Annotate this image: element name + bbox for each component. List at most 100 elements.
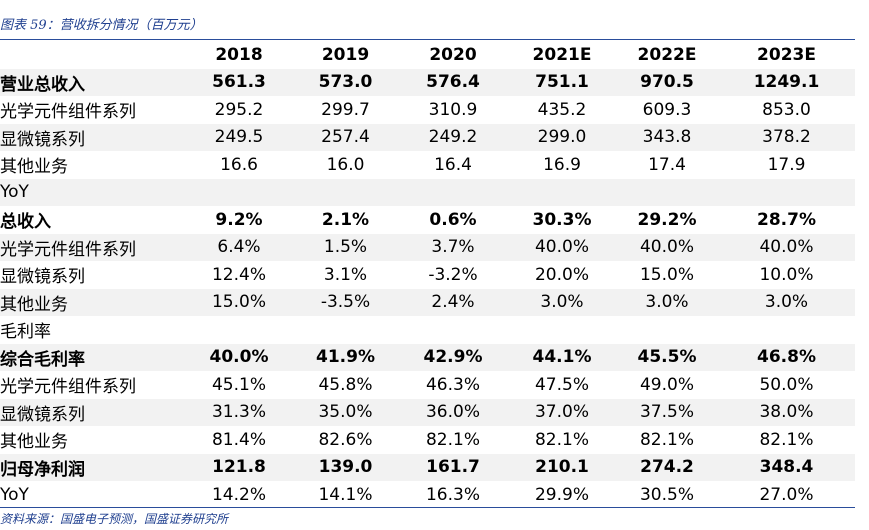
row-value: 210.1 [508,453,616,481]
row-value: 14.2% [211,484,266,505]
row-value: 14.1% [318,484,373,505]
row-label: 光学元件组件系列 [0,233,185,261]
row-value: 257.4 [293,123,398,151]
row-value: 10.0% [759,264,814,285]
row-value: 15.0% [185,288,293,316]
row-value: 81.4% [211,429,266,450]
row-value: 435.2 [537,99,587,120]
row-value: 37.0% [508,398,616,426]
row-label: 显微镜系列 [0,267,85,288]
row-value: 3.1% [323,264,368,285]
row-value: 299.7 [321,99,370,120]
row-value: 16.4 [434,154,472,175]
row-value [718,178,855,206]
row-value: 2.1% [321,209,370,230]
row-value: 3.0% [718,288,855,316]
row-value: 299.0 [508,123,616,151]
row-value: 0.6% [429,209,477,230]
row-label: 归母净利润 [0,453,185,481]
row-value: 3.7% [398,233,508,261]
row-value [718,316,855,344]
row-value: 17.4 [648,154,686,175]
source-note: 资料来源：国盛电子预测，国盛证券研究所 [0,512,229,526]
top-rule [0,39,855,40]
row-value: 343.8 [616,123,718,151]
header-cell-2021e: 2021E [532,44,592,65]
row-value: 45.1% [211,374,266,395]
row-value: 82.1% [534,429,589,450]
row-value: 378.2 [718,123,855,151]
row-value: 30.5% [639,484,694,505]
row-value: 82.1% [759,429,814,450]
row-value: 29.2% [637,209,697,230]
row-value: 121.8 [185,453,293,481]
table-row: 综合毛利率 40.0% 41.9% 42.9% 44.1% 45.5% 46.8% [0,343,855,371]
row-label: 光学元件组件系列 [0,377,136,398]
row-value: 29.9% [534,484,589,505]
row-value [508,316,616,344]
row-value: 27.0% [759,484,814,505]
header-cell-2019: 2019 [321,44,370,65]
header-row: 2018 2019 2020 2021E 2022E 2023E [0,41,855,69]
row-label: YoY [0,178,185,206]
row-value: 310.9 [428,99,478,120]
row-label: 营业总收入 [0,68,185,96]
header-cell-2018: 2018 [215,44,263,65]
row-value: 44.1% [508,343,616,371]
row-value: 249.2 [398,123,508,151]
row-label: 毛利率 [0,322,51,343]
row-value: 16.3% [425,484,480,505]
row-value: 1.5% [293,233,398,261]
row-value: 45.8% [318,374,373,395]
row-value: 38.0% [718,398,855,426]
row-value: 12.4% [211,264,266,285]
row-value [293,178,398,206]
row-value: 970.5 [616,68,718,96]
row-value [616,316,718,344]
row-value: 31.3% [185,398,293,426]
row-value [293,316,398,344]
header-cell-2022e: 2022E [637,44,697,65]
row-label: 总收入 [0,212,51,233]
row-value: 6.4% [185,233,293,261]
table-row: 显微镜系列 12.4% 3.1% -3.2% 20.0% 15.0% 10.0% [0,261,855,289]
row-value: -3.5% [293,288,398,316]
row-label: 显微镜系列 [0,398,185,426]
row-value: 274.2 [616,453,718,481]
row-value: 139.0 [293,453,398,481]
row-value: 751.1 [508,68,616,96]
row-value: 20.0% [534,264,589,285]
table-caption: 图表 59：营收拆分情况（百万元） [0,18,203,33]
row-value [185,178,293,206]
row-value: 249.5 [185,123,293,151]
row-value [508,178,616,206]
row-value: 17.9 [767,154,806,175]
row-label: 显微镜系列 [0,123,185,151]
table-row: 显微镜系列 31.3% 35.0% 36.0% 37.0% 37.5% 38.0% [0,398,855,426]
table-row: 光学元件组件系列 295.2 299.7 310.9 435.2 609.3 853.0 [0,96,855,124]
table-row: 其他业务 81.4% 82.6% 82.1% 82.1% 82.1% 82.1% [0,426,855,454]
row-value: 3.0% [616,288,718,316]
table-row: 毛利率 [0,316,855,344]
row-value: 3.0% [508,288,616,316]
row-value: 16.9 [543,154,581,175]
header-cell-2020: 2020 [429,44,477,65]
row-value [398,316,508,344]
row-value: 576.4 [398,68,508,96]
row-value: 45.5% [616,343,718,371]
row-value: 2.4% [398,288,508,316]
table-row: 光学元件组件系列 45.1% 45.8% 46.3% 47.5% 49.0% 50.0% [0,371,855,399]
row-value: 9.2% [215,209,263,230]
table-row: 其他业务 16.6 16.0 16.4 16.9 17.4 17.9 [0,151,855,179]
row-value: 853.0 [762,99,811,120]
table-row: YoY [0,178,855,206]
row-value: 82.1% [425,429,480,450]
row-value: 47.5% [534,374,589,395]
row-value: 15.0% [639,264,694,285]
row-value: 161.7 [398,453,508,481]
table-row: 归母净利润 121.8 139.0 161.7 210.1 274.2 348.4 [0,453,855,481]
row-value [398,178,508,206]
row-value: 41.9% [293,343,398,371]
table-row: 总收入 9.2% 2.1% 0.6% 30.3% 29.2% 28.7% [0,206,855,234]
row-value: 1249.1 [718,68,855,96]
